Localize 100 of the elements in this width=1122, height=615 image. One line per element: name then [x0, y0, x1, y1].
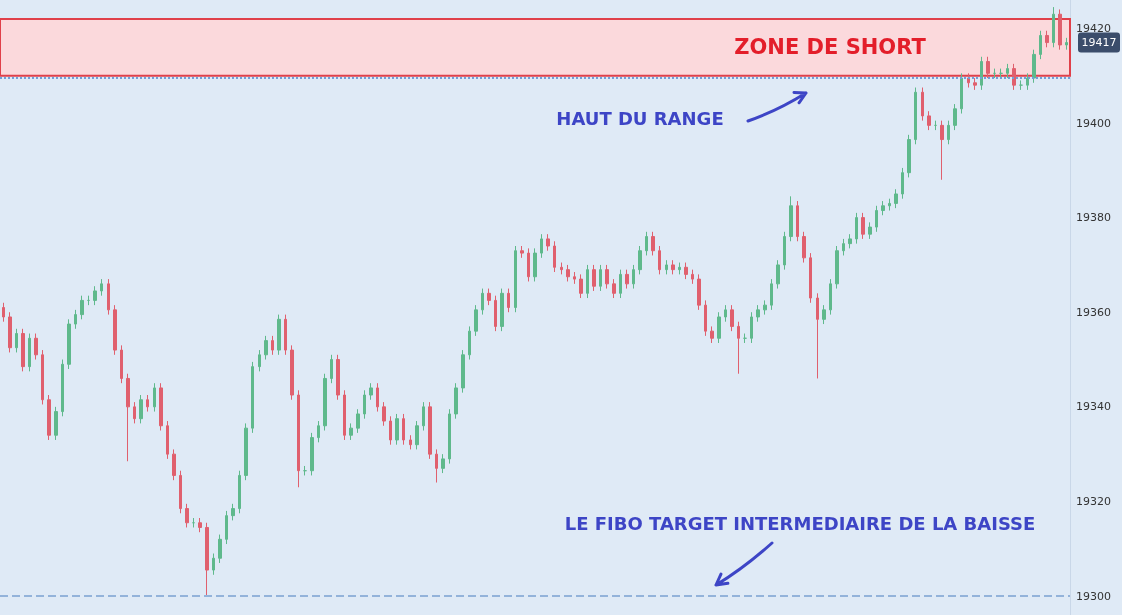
- candlestick: [34, 333, 38, 361]
- candlestick: [901, 167, 904, 200]
- candlestick: [625, 269, 629, 290]
- candlestick: [277, 314, 281, 356]
- candlestick: [113, 304, 117, 356]
- candlestick: [953, 103, 957, 131]
- candlestick: [566, 264, 570, 282]
- candlestick: [74, 309, 77, 330]
- candlestick: [947, 120, 950, 145]
- ref-line-label: HAUT DU RANGE: [556, 107, 724, 129]
- candlestick: [133, 401, 136, 424]
- candlestick: [185, 503, 189, 528]
- candlestick: [323, 373, 327, 431]
- candlestick: [2, 302, 5, 323]
- candlestick: [822, 304, 826, 325]
- candlestick: [980, 56, 983, 91]
- candlestick: [271, 335, 274, 356]
- text: 19417: [1081, 36, 1117, 50]
- candlestick: [225, 510, 228, 545]
- candlestick: [809, 252, 812, 304]
- candlestick: [428, 401, 432, 460]
- candlestick: [448, 408, 451, 465]
- y-tick-label: 19400: [1076, 116, 1111, 130]
- candlestick: [290, 344, 294, 401]
- y-tick-label: 19380: [1076, 211, 1111, 225]
- candlestick: [592, 264, 596, 292]
- candlestick: [540, 233, 543, 259]
- candlestick: [599, 264, 602, 292]
- candlestick: [868, 221, 872, 240]
- candlestick: [376, 382, 379, 413]
- candlestick: [605, 264, 609, 290]
- candlestick: [500, 288, 504, 332]
- candlestick: [244, 422, 248, 481]
- candlestick: [395, 413, 399, 446]
- candlestick: [730, 304, 734, 332]
- candlestick: [665, 259, 668, 275]
- y-tick-label: 19300: [1076, 589, 1111, 603]
- candlestick: [724, 304, 727, 323]
- candlestick: [940, 120, 944, 181]
- candlestick: [533, 247, 537, 282]
- candlestick: [960, 72, 963, 115]
- candlestick: [67, 318, 71, 370]
- candlestick: [763, 299, 767, 316]
- candlestick: [15, 328, 18, 353]
- candlestick: [297, 389, 300, 488]
- candlestick: [710, 325, 714, 344]
- candlestick: [139, 394, 143, 424]
- candlestick: [586, 264, 589, 299]
- candlestick: [80, 295, 84, 320]
- candlestick: [356, 408, 360, 434]
- annotation: LE FIBO TARGET INTERMEDIAIRE DE LA BAISSE: [564, 512, 1036, 534]
- candlestick: [645, 231, 648, 256]
- candlestick: [612, 278, 616, 299]
- candlestick: [258, 349, 261, 372]
- candlestick: [520, 245, 524, 259]
- candlestick: [198, 517, 202, 533]
- candlestick: [527, 247, 530, 282]
- candlestick: [415, 420, 419, 450]
- candlestick: [894, 188, 898, 209]
- candlestick: [704, 299, 707, 337]
- candlestick: [363, 389, 366, 420]
- candlestick: [382, 401, 386, 427]
- candlestick: [468, 325, 471, 361]
- candlestick: [343, 389, 346, 441]
- candlestick: [107, 278, 110, 316]
- candlestick: [560, 262, 563, 275]
- candlestick: [422, 401, 425, 431]
- candlestick: [166, 420, 169, 460]
- candlestick: [441, 453, 445, 474]
- candlestick: [93, 285, 97, 306]
- candlestick: [461, 349, 465, 394]
- candlestick: [317, 420, 320, 443]
- candlestick: [474, 304, 478, 337]
- candlestick: [986, 56, 990, 79]
- candlestick: [349, 422, 353, 441]
- candlestick: [619, 269, 622, 299]
- candlestick: [750, 311, 753, 344]
- candlestick: [454, 382, 458, 420]
- candlestick: [881, 200, 885, 216]
- candlestick: [756, 304, 760, 323]
- candlestick: [336, 354, 340, 401]
- y-tick-label: 19360: [1076, 305, 1111, 319]
- candlestick: [796, 200, 799, 242]
- candlestick: [973, 77, 977, 91]
- candlestick: [205, 522, 209, 597]
- candlestick: [553, 240, 556, 273]
- candlestick: [21, 328, 25, 372]
- candlestick: [907, 134, 911, 178]
- candlestick: [1012, 63, 1016, 91]
- candlestick: [921, 87, 924, 122]
- candlestick: [1065, 37, 1068, 51]
- candlestick: [153, 382, 156, 413]
- candlestick: [47, 394, 51, 441]
- candlestick: [671, 259, 675, 275]
- candlestick: [717, 311, 721, 344]
- candlestick: [816, 292, 819, 379]
- candlestick: [855, 212, 858, 245]
- candlestick: [802, 231, 806, 264]
- y-tick-label: 19320: [1076, 494, 1111, 508]
- candlestick: [678, 262, 681, 275]
